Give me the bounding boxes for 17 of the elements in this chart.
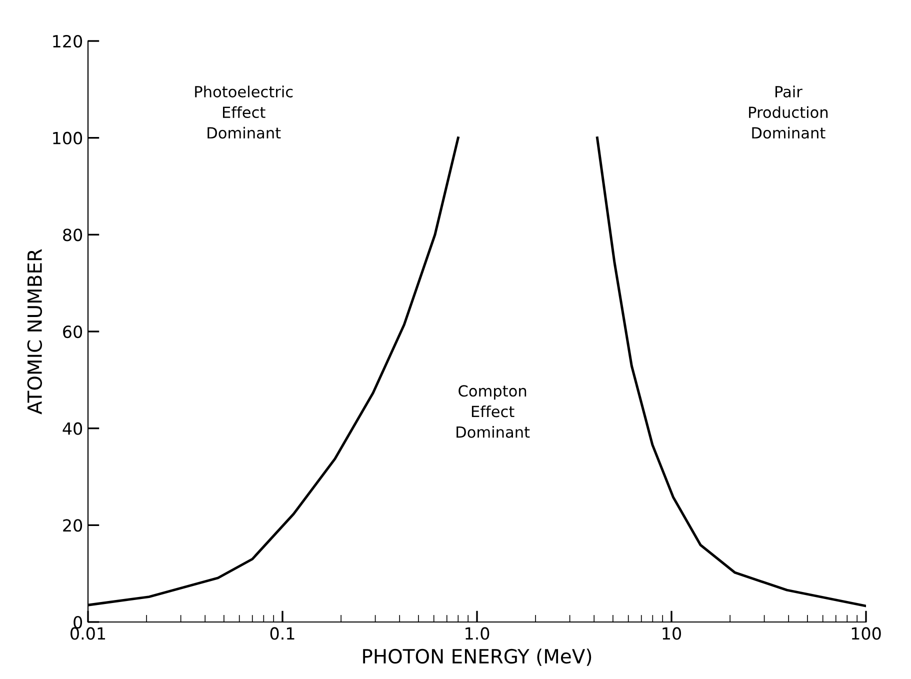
y-axis-title: ATOMIC NUMBER	[27, 249, 42, 414]
annotation: Compton Effect Dominant	[456, 385, 530, 438]
x-tick-label: 100	[852, 627, 881, 640]
x-tick-label: 10	[662, 627, 681, 640]
y-tick-label: 20	[63, 519, 82, 532]
y-tick-label: 0	[74, 616, 82, 629]
y-tick-label: 100	[53, 132, 82, 144]
x-tick-label: 1.0	[466, 627, 490, 640]
y-tick-label: 80	[63, 228, 82, 242]
y-tick-label: 40	[62, 422, 82, 435]
x-tick-label: 0.01	[70, 627, 106, 640]
x-axis-title: PHOTON ENERGY (MeV)	[363, 648, 592, 666]
y-tick-label: 60	[63, 325, 82, 338]
x-tick-label: 0.1	[270, 627, 294, 640]
annotation: Photoelectric Effect Dominant	[195, 86, 293, 139]
annotation: Pair Production Dominant	[749, 86, 828, 139]
y-tick-label: 120	[53, 34, 82, 48]
